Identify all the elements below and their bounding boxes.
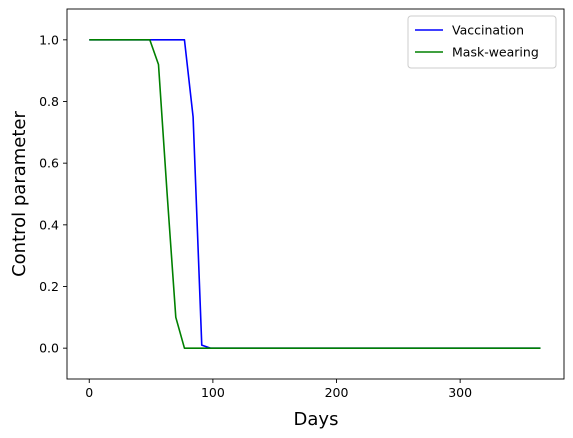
series-line-1 [89, 39, 541, 349]
x-tick-label: 200 [325, 385, 349, 400]
y-tick-label: 0.6 [39, 156, 59, 171]
legend-label-1: Vaccination [452, 23, 524, 38]
x-tick-label: 100 [201, 385, 225, 400]
x-axis-label: Days [294, 409, 339, 430]
y-tick-label: 0.2 [39, 279, 59, 294]
y-tick-label: 0.4 [39, 217, 59, 232]
legend-label-2: Mask-wearing [452, 45, 539, 60]
y-tick-label: 0.0 [39, 341, 59, 356]
y-tick-label: 1.0 [39, 32, 59, 47]
x-tick-label: 0 [85, 385, 93, 400]
y-axis-label: Control parameter [9, 111, 30, 277]
legend: Vaccination Mask-wearing [407, 15, 557, 69]
plot-frame [66, 8, 565, 380]
ticks: 0 100 200 300 0.0 0.2 0.4 0.6 0.8 1.0 [39, 32, 472, 400]
y-tick-label: 0.8 [39, 94, 59, 109]
plot-area [66, 8, 565, 380]
legend-box [407, 15, 557, 69]
series-line-2 [89, 39, 541, 349]
x-tick-label: 300 [448, 385, 472, 400]
